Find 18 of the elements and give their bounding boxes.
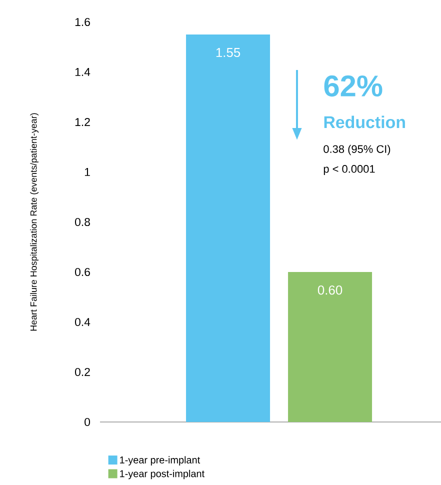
annotation: p < 0.0001 (324, 165, 375, 175)
y-axis-title: Heart Failure Hospitalization Rate (events/patient-year) (30, 113, 39, 331)
annotation: 0.38 (95% CI) (324, 144, 390, 156)
y-tick-label: 0.8 (75, 218, 90, 226)
y-tick-label: 1.4 (75, 68, 90, 76)
y-tick-label: 0.4 (75, 318, 90, 326)
y-tick-label: 1 (84, 168, 90, 176)
data-label: 0.60 (318, 286, 342, 295)
data-label: 1.55 (216, 48, 240, 58)
y-tick-label: 1.2 (75, 118, 90, 126)
legend-label: 1-year pre-implant (120, 456, 200, 466)
legend-label: 1-year post-implant (120, 470, 204, 480)
annotation: Reduction (324, 116, 405, 128)
y-tick-label: 0.2 (75, 368, 90, 376)
y-tick-label: 0.6 (75, 268, 90, 276)
y-tick-label: 1.6 (75, 18, 90, 26)
annotation: 62% (324, 75, 382, 97)
y-tick-label: 0 (84, 418, 90, 426)
